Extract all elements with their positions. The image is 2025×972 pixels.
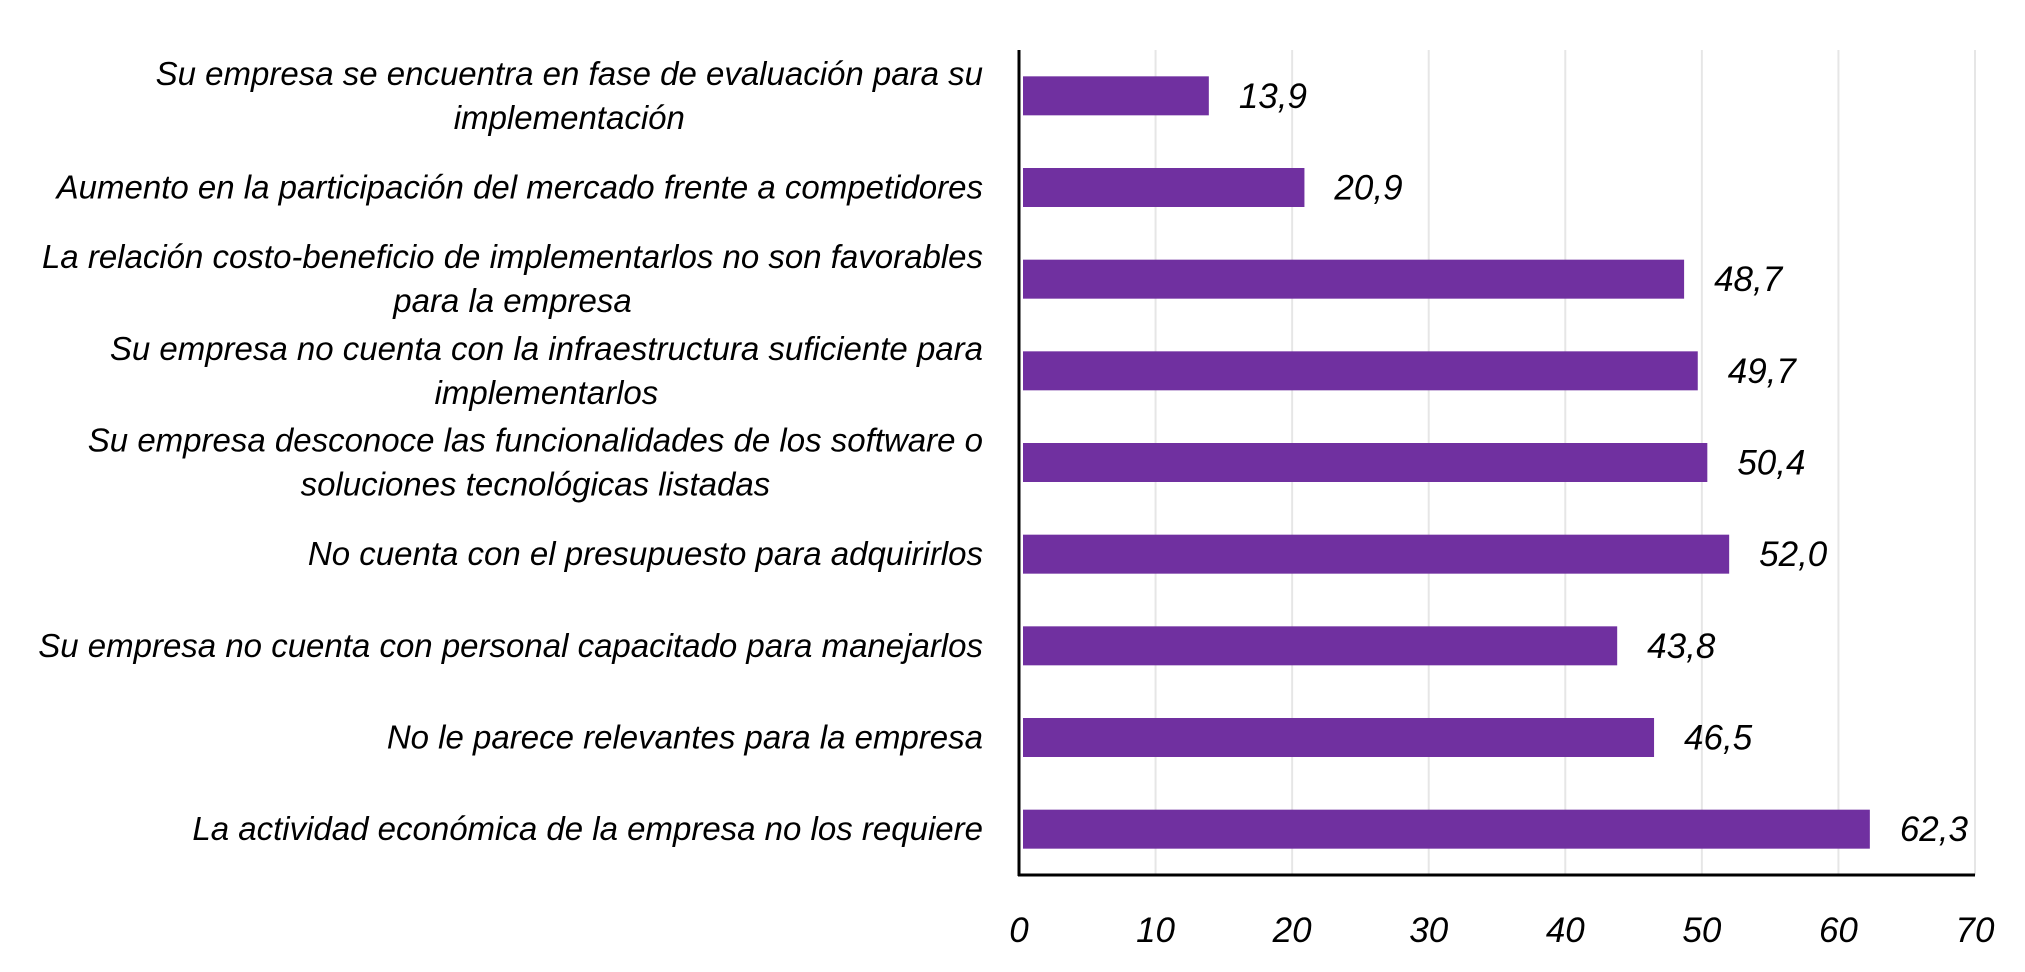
category-label-line: soluciones tecnológicas listadas — [301, 466, 771, 503]
category-label: La actividad económica de la empresa no … — [192, 810, 983, 847]
bar — [1023, 259, 1685, 299]
category-label: No cuenta con el presupuesto para adquir… — [308, 535, 983, 572]
value-label: 46,5 — [1684, 719, 1753, 758]
bar — [1023, 76, 1209, 116]
value-label: 20,9 — [1333, 169, 1402, 208]
value-label: 50,4 — [1737, 444, 1805, 483]
value-labels: 13,9 20,9 48,7 49,7 50,4 52,0 43,8 46,5 62,3 — [1239, 77, 1969, 849]
category-label: Su empresa se encuentra en fase de evalu… — [156, 55, 983, 136]
x-tick-label: 20 — [1272, 911, 1312, 950]
value-label: 13,9 — [1239, 77, 1307, 116]
bar — [1023, 351, 1698, 391]
value-label: 43,8 — [1647, 627, 1716, 666]
bars — [1023, 76, 1870, 849]
category-label-line: Su empresa no cuenta con la infraestruct… — [110, 330, 983, 367]
bar — [1023, 443, 1708, 482]
category-label: Aumento en la participación del mercado … — [55, 169, 983, 206]
x-tick-label: 10 — [1136, 911, 1175, 950]
category-label-line: Su empresa se encuentra en fase de evalu… — [156, 55, 983, 92]
x-tick-label: 70 — [1956, 911, 1995, 950]
category-label-line: Su empresa no cuenta con personal capaci… — [38, 627, 983, 664]
bar — [1023, 534, 1730, 574]
bar — [1023, 718, 1655, 757]
x-tick-label: 0 — [1009, 911, 1029, 950]
value-label: 49,7 — [1728, 352, 1798, 391]
category-label: La relación costo-beneficio de implement… — [42, 238, 983, 319]
x-tick-label: 40 — [1546, 911, 1585, 950]
category-label-line: Su empresa desconoce las funcionalidades… — [88, 422, 983, 459]
category-label-line: No le parece relevantes para la empresa — [387, 719, 983, 756]
x-tick-labels: 0 10 20 30 40 50 60 70 — [1009, 911, 1995, 950]
value-label: 62,3 — [1900, 810, 1969, 849]
category-label-line: Aumento en la participación del mercado … — [55, 169, 983, 206]
category-label-line: No cuenta con el presupuesto para adquir… — [308, 535, 983, 572]
axes — [1017, 50, 1975, 877]
category-label: Su empresa no cuenta con la infraestruct… — [110, 330, 983, 411]
x-tick-label: 60 — [1819, 911, 1858, 950]
category-label: Su empresa desconoce las funcionalidades… — [88, 422, 983, 503]
category-label-line: implementarlos — [435, 374, 659, 411]
category-labels: Su empresa se encuentra en fase de evalu… — [38, 55, 983, 847]
bar — [1023, 168, 1305, 207]
category-label: Su empresa no cuenta con personal capaci… — [38, 627, 983, 664]
bar — [1023, 626, 1618, 666]
category-label-line: La relación costo-beneficio de implement… — [42, 238, 983, 275]
category-label: No le parece relevantes para la empresa — [387, 719, 983, 756]
category-label-line: para la empresa — [392, 282, 631, 319]
x-tick-label: 50 — [1682, 911, 1721, 950]
bar — [1023, 809, 1870, 849]
x-tick-label: 30 — [1409, 911, 1448, 950]
category-label-line: implementación — [454, 99, 685, 136]
value-label: 48,7 — [1714, 260, 1784, 299]
category-label-line: La actividad económica de la empresa no … — [192, 810, 983, 847]
value-label: 52,0 — [1759, 535, 1828, 574]
